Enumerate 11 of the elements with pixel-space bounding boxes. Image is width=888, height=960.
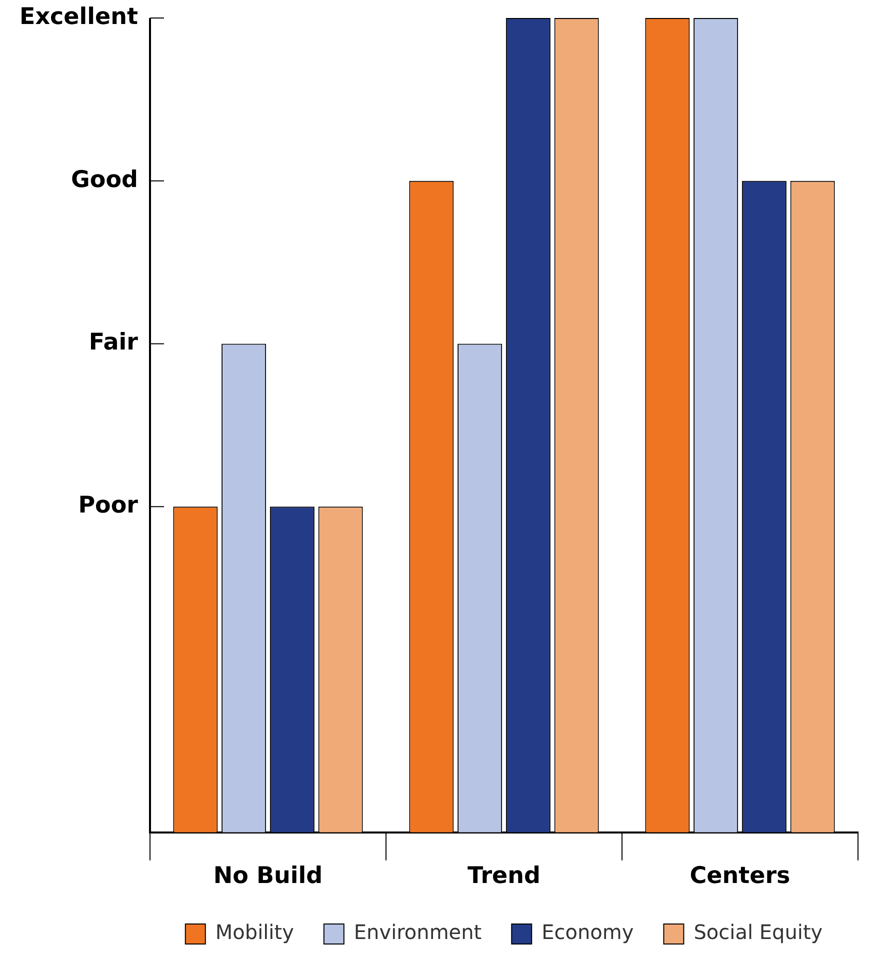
ref-line-label: Poor: [78, 492, 139, 519]
legend-label: Economy: [542, 920, 634, 944]
x-tick-label: Trend: [468, 863, 540, 890]
legend-label: Social Equity: [694, 920, 823, 944]
ref-line-label: Excellent: [19, 4, 138, 30]
legend-label: Environment: [354, 920, 482, 944]
legend-label: Mobility: [215, 920, 294, 944]
ref-line-label: Fair: [88, 330, 139, 356]
x-tick-label: No Build: [213, 863, 323, 890]
ref-line-label: Good: [71, 166, 138, 193]
x-tick-label: Centers: [690, 863, 790, 890]
